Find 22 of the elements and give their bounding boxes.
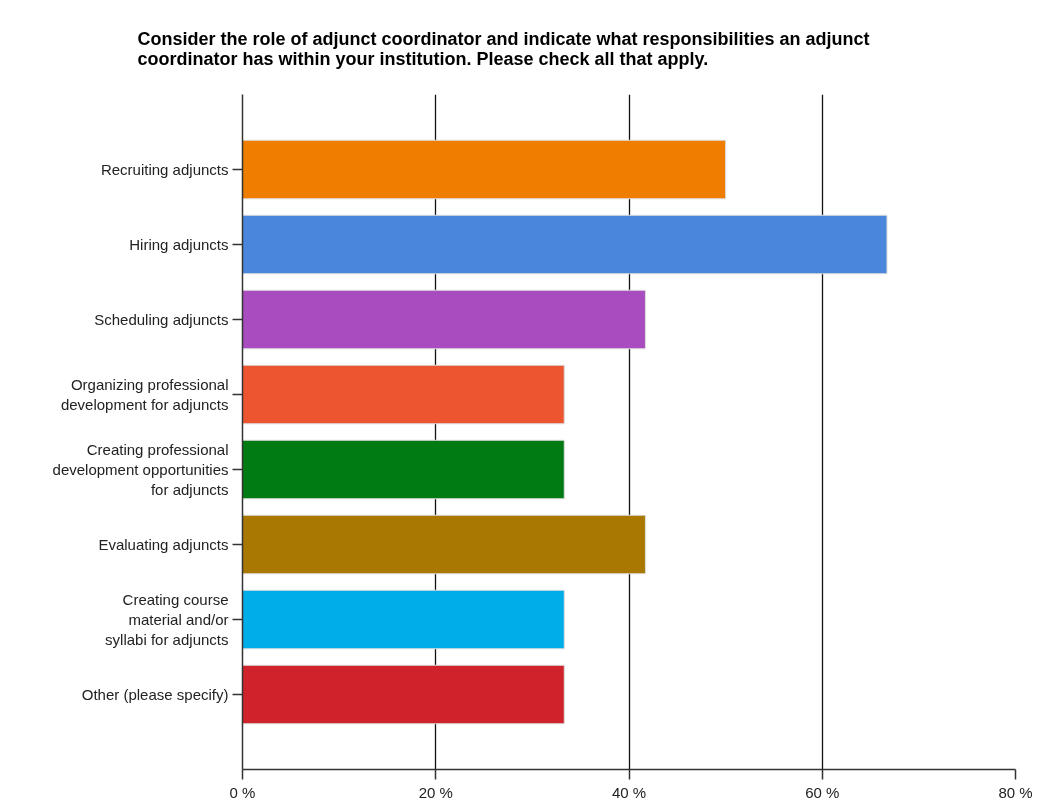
y-tick-label: Creating course material and/or syllabi for adjuncts bbox=[105, 590, 229, 649]
bar bbox=[242, 514, 646, 575]
y-tick-label: Scheduling adjuncts bbox=[94, 311, 229, 328]
y-tick-label: Organizing professional development for adjuncts bbox=[60, 375, 229, 414]
y-tick-label: Other (please specify) bbox=[81, 686, 229, 703]
y-tick-label: Creating professional development opportunities for adjuncts bbox=[52, 440, 229, 499]
bar bbox=[242, 589, 565, 650]
y-tick-label: Recruiting adjuncts bbox=[100, 161, 229, 178]
x-tick-label: 40 % bbox=[611, 783, 647, 801]
y-tick-label: Hiring adjuncts bbox=[129, 236, 229, 253]
y-tick-label: Evaluating adjuncts bbox=[98, 536, 229, 553]
bar bbox=[242, 664, 565, 725]
chart-title: Consider the role of adjunct coordinator and indicate what responsibilities an adjunct coordinator has within your institution. Please check all that apply. bbox=[137, 28, 870, 69]
bar bbox=[242, 214, 888, 275]
bar bbox=[242, 289, 646, 350]
bar bbox=[242, 139, 727, 200]
x-tick-label: 80 % bbox=[998, 783, 1033, 801]
x-tick-label: 20 % bbox=[418, 783, 453, 801]
bar bbox=[242, 439, 565, 500]
x-tick-label: 0 % bbox=[229, 783, 256, 801]
x-tick-label: 60 % bbox=[805, 783, 840, 801]
bar bbox=[242, 364, 565, 425]
